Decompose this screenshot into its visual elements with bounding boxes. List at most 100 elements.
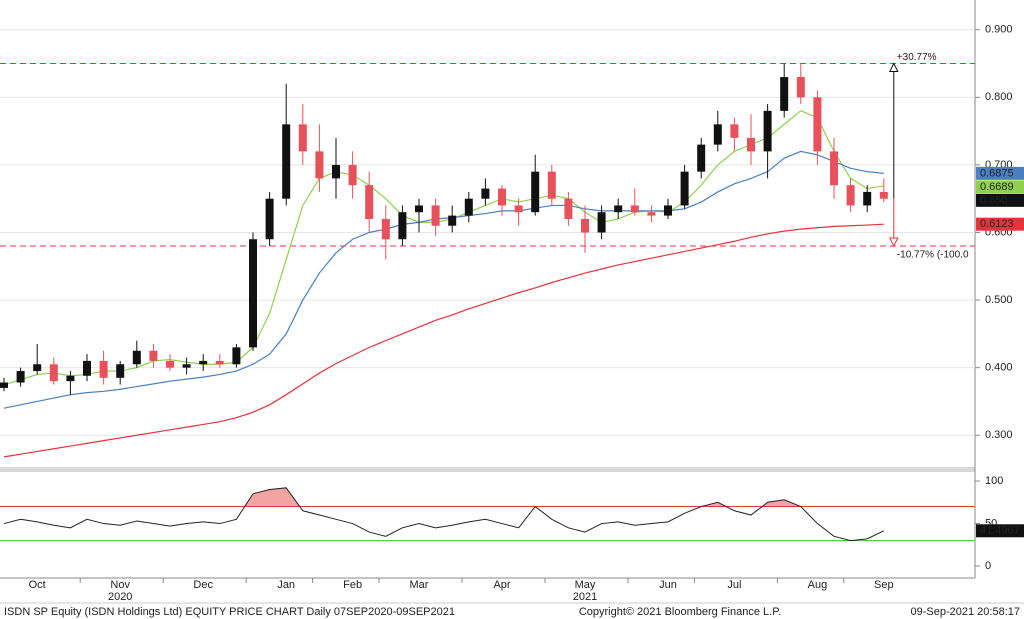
- candle-body: [166, 360, 174, 368]
- candle-body: [846, 185, 855, 206]
- footer-left: ISDN SP Equity (ISDN Holdings Ltd) EQUIT…: [4, 606, 455, 618]
- candle-body: [481, 188, 490, 199]
- candle-body: [265, 198, 274, 240]
- x-tick-label: Oct: [29, 579, 46, 591]
- x-tick-label: Sep: [874, 579, 894, 591]
- candle-body: [813, 97, 822, 152]
- x-tick-label: Jun: [659, 579, 677, 591]
- candle-body: [730, 124, 739, 138]
- rsi-last-box: [976, 524, 1024, 538]
- rsi-line: [3, 487, 885, 542]
- candle-body: [116, 364, 125, 378]
- last-value-label: 0.650: [980, 194, 1008, 206]
- x-tick-label: Mar: [410, 579, 429, 591]
- x-tick-label: Apr: [493, 579, 510, 591]
- moving-average: [3, 110, 884, 386]
- candle-body: [547, 171, 556, 199]
- x-tick-label: Feb: [343, 579, 362, 591]
- candle-body: [332, 164, 340, 179]
- candle-body: [680, 171, 689, 206]
- upper-annotation: +30.77%: [897, 52, 937, 63]
- rsi-last-label: 41.4967: [980, 525, 1020, 537]
- last-value-box: [976, 180, 1024, 194]
- y-tick-label: 0.400: [985, 362, 1013, 374]
- candle-body: [49, 364, 58, 382]
- candle-body: [199, 360, 208, 365]
- rsi-y-tick-label: 0: [985, 560, 991, 572]
- candle-body: [830, 151, 838, 186]
- candle-body: [66, 375, 75, 382]
- x-tick-label: Dec: [193, 579, 213, 591]
- candle-body: [581, 218, 589, 233]
- moving-average: [3, 223, 884, 458]
- candle-body: [149, 350, 158, 361]
- x-tick-label: Aug: [808, 579, 828, 591]
- candle-body: [33, 364, 42, 372]
- candle-body: [647, 212, 656, 216]
- candle-body: [182, 364, 191, 368]
- candle-body: [630, 205, 639, 213]
- candle-body: [448, 215, 457, 226]
- last-value-label: 0.6123: [980, 218, 1014, 230]
- y-tick-label: 0.800: [985, 91, 1013, 103]
- candle-body: [398, 212, 407, 240]
- candle-body: [381, 218, 390, 240]
- candle-body: [132, 350, 141, 365]
- moving-average: [3, 150, 884, 409]
- candle-body: [464, 198, 473, 216]
- candle-body: [697, 144, 706, 172]
- footer-center: Copyright© 2021 Bloomberg Finance L.P.: [579, 606, 781, 618]
- candle-body: [713, 124, 722, 145]
- candle-body: [348, 164, 357, 186]
- candle-body: [747, 137, 755, 152]
- candle-body: [16, 371, 25, 383]
- candle-body: [614, 205, 623, 213]
- x-tick-label: Nov: [110, 579, 130, 591]
- candle-body: [298, 124, 307, 152]
- candle-body: [215, 360, 224, 365]
- y-tick-label: 0.900: [985, 24, 1013, 36]
- last-value-box: [976, 193, 1024, 207]
- candle-body: [763, 110, 772, 152]
- lower-arrowhead: [888, 237, 899, 248]
- lower-annotation: -10.77% (-100.0: [897, 250, 969, 261]
- footer-right: 09-Sep-2021 20:58:17: [911, 606, 1020, 618]
- candle-body: [415, 205, 423, 213]
- candle-body: [99, 360, 108, 378]
- panel-divider: [0, 467, 975, 472]
- y-tick-label: 0.500: [985, 294, 1013, 306]
- candle-body: [514, 205, 523, 213]
- candle-body: [863, 191, 872, 206]
- last-value-box: [976, 166, 1024, 180]
- candle-body: [315, 151, 324, 179]
- candle-body: [282, 124, 291, 199]
- candle-body: [0, 382, 8, 388]
- candle-body: [83, 360, 91, 376]
- candle-body: [365, 185, 374, 219]
- x-year-label: 2020: [108, 591, 132, 603]
- x-tick-label: May: [575, 579, 596, 591]
- price-plot: +30.77% -10.77% (-100.0: [0, 29, 975, 458]
- candle-body: [879, 191, 888, 199]
- candle-body: [780, 77, 789, 111]
- last-value-box: [976, 217, 1024, 231]
- x-tick-label: Jan: [277, 579, 295, 591]
- upper-arrowhead: [888, 62, 899, 73]
- candle-body: [498, 188, 506, 206]
- candle-body: [597, 212, 606, 233]
- candle-body: [564, 198, 573, 219]
- y-tick-label: 0.300: [985, 429, 1013, 441]
- rsi-y-tick-label: 100: [985, 475, 1003, 487]
- candle-body: [796, 77, 805, 98]
- candle-body: [249, 239, 257, 348]
- candle-body: [232, 347, 241, 365]
- candle-body: [664, 205, 672, 216]
- candle-body: [531, 171, 540, 213]
- x-year-label: 2021: [573, 591, 597, 603]
- last-value-label: 0.6875: [980, 167, 1014, 179]
- last-value-label: 0.6689: [980, 181, 1014, 193]
- x-tick-label: Jul: [727, 579, 741, 591]
- candle-body: [431, 205, 440, 226]
